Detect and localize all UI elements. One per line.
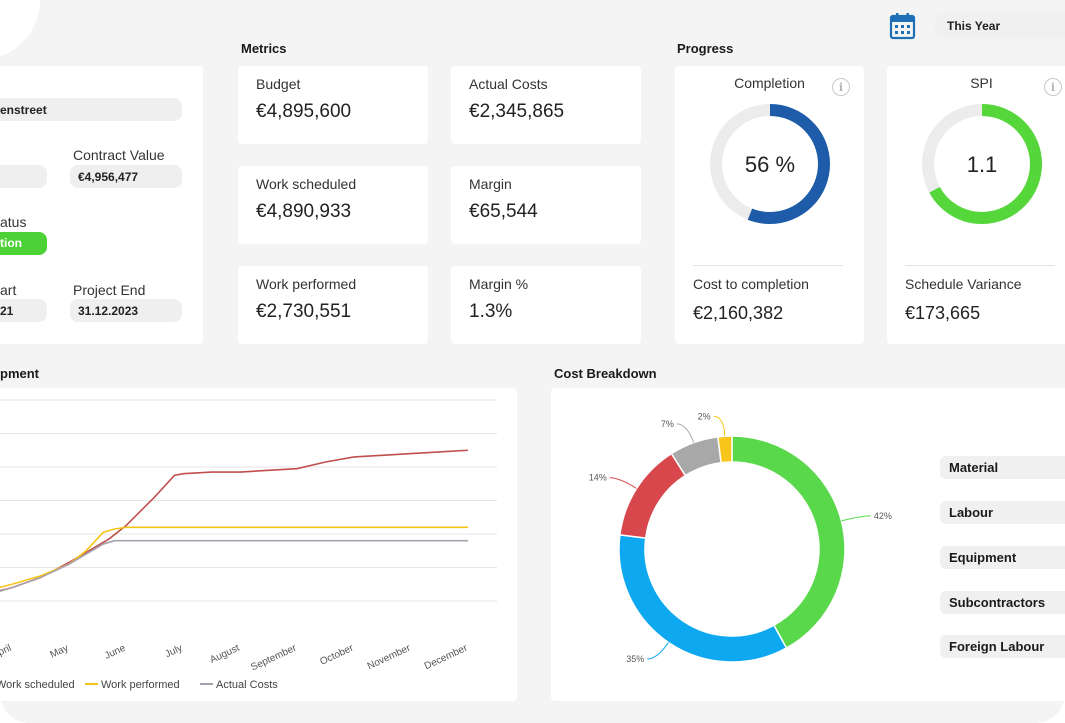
divider <box>693 265 843 266</box>
project-start-value: 21 <box>0 299 47 322</box>
legend-label: Work scheduled <box>0 679 75 691</box>
metric-budget: Budget €4,895,600 <box>238 66 428 144</box>
metric-value: €2,730,551 <box>256 301 352 322</box>
divider <box>905 265 1055 266</box>
legend-subcontractors[interactable]: Subcontractors <box>940 591 1065 614</box>
metric-label: Margin <box>469 176 512 192</box>
slice-label: 7% <box>661 419 674 429</box>
cost-breakdown-card: 42% 35% 14% 7% 2% <box>551 388 1065 701</box>
metric-actual-costs: Actual Costs €2,345,865 <box>451 66 641 144</box>
development-line-chart: April May June July August September October No… <box>0 399 497 691</box>
cost-breakdown-title: Cost Breakdown <box>554 366 657 381</box>
donut-slice <box>618 533 788 663</box>
cost-breakdown-donut: 42% 35% 14% 7% 2% <box>589 411 892 664</box>
label-leader <box>609 477 637 489</box>
label-leader <box>713 415 726 437</box>
legend-material[interactable]: Material <box>940 456 1065 479</box>
metrics-title: Metrics <box>241 41 287 56</box>
donut-slice <box>619 452 687 539</box>
completion-card: Completion i 56 % Cost to completion €2,… <box>675 66 864 344</box>
calendar-icon[interactable] <box>889 12 916 40</box>
label-leader <box>676 423 695 443</box>
x-tick-label: September <box>249 642 299 673</box>
progress-title: Progress <box>677 41 734 56</box>
spi-label: SPI <box>970 75 993 91</box>
x-tick-label: April <box>0 643 13 661</box>
metric-value: €2,345,865 <box>469 101 565 122</box>
donut-slice <box>716 435 733 464</box>
completion-gauge-arc <box>710 104 830 224</box>
metric-label: Margin % <box>469 276 529 292</box>
slice-label: 35% <box>626 654 644 664</box>
info-icon[interactable]: i <box>832 78 850 96</box>
series-line <box>0 449 469 592</box>
project-street: enstreet <box>0 98 182 121</box>
x-tick-label: July <box>163 643 184 660</box>
cost-to-completion-label: Cost to completion <box>693 276 809 292</box>
x-tick-label: November <box>366 642 413 672</box>
status-label: atus <box>0 214 27 230</box>
legend-labour[interactable]: Labour <box>940 501 1065 524</box>
spi-gauge: 1.1 <box>922 104 1042 224</box>
series-line <box>0 539 468 592</box>
project-end-label: Project End <box>73 282 146 298</box>
metric-label: Work scheduled <box>256 176 357 192</box>
slice-label: 14% <box>589 473 607 483</box>
donut-slice <box>731 435 846 650</box>
legend-foreign-labour[interactable]: Foreign Labour <box>940 635 1065 658</box>
contract-value-label: Contract Value <box>73 147 165 163</box>
metric-work-scheduled: Work scheduled €4,890,933 <box>238 166 428 244</box>
x-tick-label: December <box>423 642 470 672</box>
development-title: pment <box>0 366 39 381</box>
cost-to-completion-value: €2,160,382 <box>693 303 784 323</box>
x-tick-label: August <box>208 643 241 666</box>
series-line <box>0 526 468 589</box>
x-tick-label: May <box>48 643 70 661</box>
spi-card: SPI i 1.1 Schedule Variance €173,665 <box>887 66 1065 344</box>
x-tick-label: June <box>103 643 128 662</box>
spi-gauge-arc <box>922 104 1042 224</box>
status-badge: tion <box>0 232 47 255</box>
slice-label: 2% <box>698 411 711 421</box>
schedule-variance-label: Schedule Variance <box>905 276 1022 292</box>
legend-equipment[interactable]: Equipment <box>940 546 1065 569</box>
project-end-value: 31.12.2023 <box>70 299 182 322</box>
project-start-label: art <box>0 282 17 298</box>
contract-value: €4,956,477 <box>70 165 182 188</box>
label-leader <box>841 515 871 522</box>
metric-margin: Margin €65,544 <box>451 166 641 244</box>
completion-label: Completion <box>734 75 805 91</box>
completion-gauge: 56 % <box>710 104 830 224</box>
metric-value: €4,895,600 <box>256 101 352 122</box>
metric-value: 1.3% <box>469 301 513 322</box>
development-card: April May June July August September October No… <box>0 388 517 701</box>
metric-value: €4,890,933 <box>256 201 352 222</box>
metric-value: €65,544 <box>469 201 538 222</box>
metric-label: Work performed <box>256 276 357 292</box>
metric-margin-percent: Margin % 1.3% <box>451 266 641 344</box>
spi-value: 1.1 <box>967 152 998 177</box>
completion-value: 56 % <box>745 152 795 177</box>
metric-label: Budget <box>256 76 301 92</box>
info-icon[interactable]: i <box>1044 78 1062 96</box>
metric-label: Actual Costs <box>469 76 548 92</box>
legend-label: Work performed <box>101 679 180 691</box>
contract-value-field <box>0 165 47 188</box>
label-leader <box>647 642 669 660</box>
metric-work-performed: Work performed €2,730,551 <box>238 266 428 344</box>
x-tick-label: October <box>318 642 355 667</box>
slice-label: 42% <box>874 511 892 521</box>
legend-label: Actual Costs <box>216 679 278 691</box>
schedule-variance-value: €173,665 <box>905 303 981 323</box>
period-select[interactable]: This Year <box>935 13 1065 39</box>
